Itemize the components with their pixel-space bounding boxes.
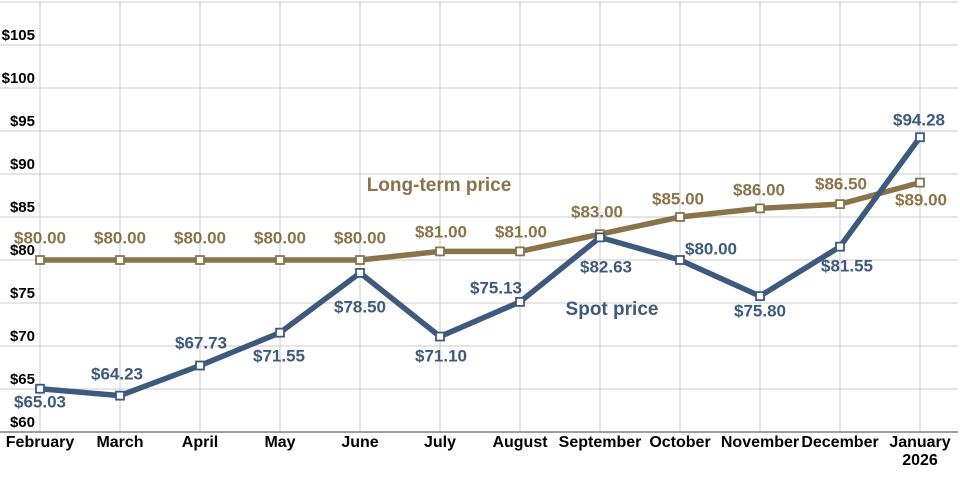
y-axis-label: $100 bbox=[1, 70, 35, 87]
data-label-long-term-price: $89.00 bbox=[895, 190, 947, 210]
marker-spot-price bbox=[595, 232, 605, 243]
data-label-spot-price: $75.80 bbox=[734, 301, 786, 321]
x-axis-label: July bbox=[423, 434, 457, 451]
data-label-long-term-price: $80.00 bbox=[334, 228, 386, 248]
data-label-long-term-price: $85.00 bbox=[652, 189, 704, 209]
marker-spot-price bbox=[515, 296, 525, 307]
x-axis-label: March bbox=[96, 434, 144, 451]
data-label-spot-price: $65.03 bbox=[14, 392, 66, 412]
x-axis-label: May bbox=[264, 434, 296, 451]
data-label-spot-price: $81.55 bbox=[821, 256, 873, 276]
marker-spot-price bbox=[115, 390, 125, 401]
x-axis-label: January 2026 bbox=[889, 434, 951, 469]
y-axis-label: $60 bbox=[9, 414, 35, 431]
marker-long-term-price bbox=[755, 203, 765, 214]
marker-spot-price bbox=[675, 255, 685, 265]
data-label-spot-price: $64.23 bbox=[91, 364, 143, 384]
marker-long-term-price bbox=[835, 199, 845, 210]
data-label-long-term-price: $80.00 bbox=[174, 228, 226, 248]
marker-spot-price bbox=[435, 331, 445, 342]
x-axis-label: September bbox=[558, 434, 642, 451]
marker-long-term-price bbox=[355, 255, 365, 265]
series-label-long-term-price: Long-term price bbox=[366, 175, 512, 196]
marker-spot-price bbox=[835, 241, 845, 252]
data-label-spot-price: $78.50 bbox=[334, 297, 386, 317]
x-axis-label: December bbox=[801, 434, 879, 451]
series-label-spot-price: Spot price bbox=[565, 299, 659, 320]
data-label-long-term-price: $86.50 bbox=[815, 174, 867, 194]
marker-long-term-price bbox=[115, 255, 125, 265]
x-axis-label: June bbox=[341, 434, 379, 451]
marker-long-term-price bbox=[675, 212, 685, 222]
data-label-spot-price: $71.10 bbox=[415, 346, 467, 366]
x-axis-label: April bbox=[181, 434, 219, 451]
x-axis-label: February bbox=[5, 434, 75, 451]
data-label-long-term-price: $81.00 bbox=[415, 222, 467, 242]
y-axis-label: $95 bbox=[9, 113, 35, 130]
data-label-spot-price: $71.55 bbox=[253, 346, 305, 366]
y-axis-label: $70 bbox=[9, 328, 35, 345]
x-axis-label: October bbox=[649, 434, 711, 451]
data-label-long-term-price: $86.00 bbox=[733, 180, 785, 200]
y-axis-label: $65 bbox=[9, 371, 35, 388]
marker-long-term-price bbox=[195, 255, 205, 265]
y-axis-label: $75 bbox=[9, 285, 35, 302]
marker-long-term-price bbox=[35, 255, 45, 265]
marker-spot-price bbox=[195, 360, 205, 371]
series-line-spot-price bbox=[37, 134, 923, 399]
data-label-spot-price: $82.63 bbox=[580, 257, 632, 277]
data-label-long-term-price: $81.00 bbox=[495, 222, 547, 242]
marker-long-term-price bbox=[275, 255, 285, 265]
marker-long-term-price bbox=[915, 177, 925, 188]
marker-spot-price bbox=[355, 267, 365, 278]
data-label-long-term-price: $80.00 bbox=[14, 228, 66, 248]
marker-spot-price bbox=[275, 327, 285, 338]
data-label-spot-price: $67.73 bbox=[175, 333, 227, 353]
data-label-spot-price: $80.00 bbox=[685, 239, 737, 259]
y-axis-label: $80 bbox=[9, 242, 35, 259]
x-axis-label: November bbox=[720, 434, 800, 451]
marker-spot-price bbox=[35, 383, 45, 394]
data-label-spot-price: $75.13 bbox=[470, 278, 522, 298]
data-label-long-term-price: $83.00 bbox=[571, 202, 623, 222]
x-axis-label: August bbox=[492, 434, 548, 451]
data-label-long-term-price: $80.00 bbox=[254, 228, 306, 248]
marker-long-term-price bbox=[515, 246, 525, 257]
series-line-long-term-price bbox=[37, 179, 923, 263]
y-axis-label: $90 bbox=[9, 156, 35, 173]
marker-spot-price bbox=[755, 291, 765, 302]
marker-long-term-price bbox=[435, 246, 445, 257]
marker-spot-price bbox=[915, 132, 925, 143]
data-label-spot-price: $94.28 bbox=[893, 110, 945, 130]
y-axis-label: $105 bbox=[1, 27, 35, 44]
y-axis-label: $85 bbox=[9, 199, 35, 216]
data-label-long-term-price: $80.00 bbox=[94, 228, 146, 248]
